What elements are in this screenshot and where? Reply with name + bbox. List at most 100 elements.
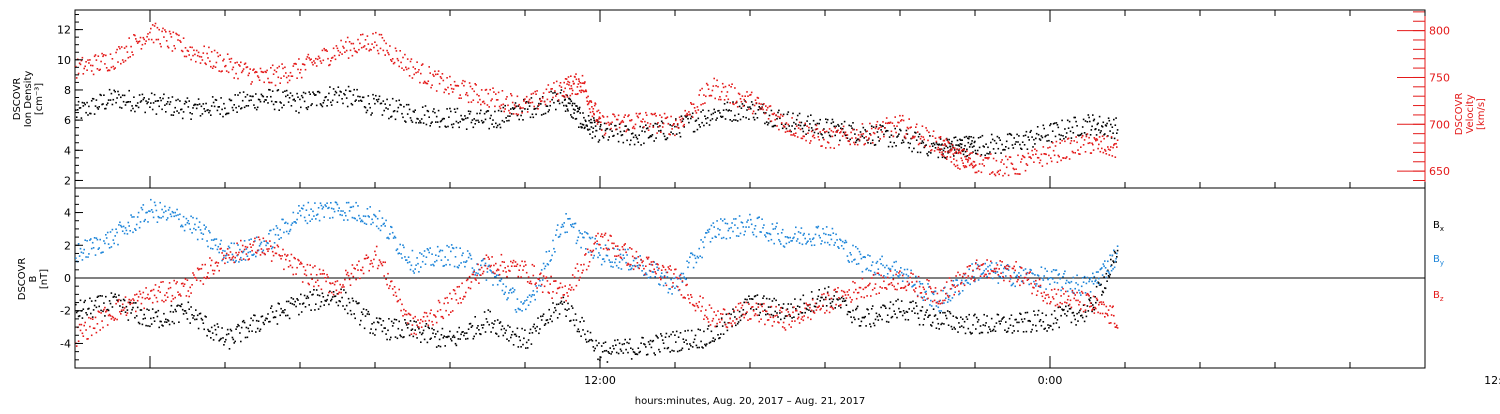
point (166, 103, 168, 105)
point (560, 92, 562, 94)
point (233, 110, 235, 112)
point (735, 102, 737, 104)
point (1047, 147, 1049, 149)
point (497, 125, 499, 127)
point (771, 120, 773, 122)
point (1084, 132, 1086, 134)
point (818, 139, 820, 141)
point (653, 352, 655, 354)
point (92, 316, 94, 318)
point (473, 99, 475, 101)
point (78, 243, 80, 245)
point (384, 54, 386, 56)
point (892, 266, 894, 268)
point (1103, 122, 1105, 124)
point (345, 215, 347, 217)
point (658, 130, 660, 132)
point (291, 224, 293, 226)
point (590, 238, 592, 240)
point (209, 110, 211, 112)
point (460, 334, 462, 336)
point (403, 69, 405, 71)
point (702, 241, 704, 243)
point (1073, 277, 1075, 279)
point (1110, 146, 1112, 148)
point (729, 102, 731, 104)
point (259, 245, 261, 247)
point (750, 308, 752, 310)
point (219, 54, 221, 56)
point (570, 99, 572, 101)
point (203, 52, 205, 54)
point (524, 300, 526, 302)
point (592, 137, 594, 139)
point (989, 329, 991, 331)
point (457, 331, 459, 333)
point (696, 345, 698, 347)
point (1055, 136, 1057, 138)
point (85, 329, 87, 331)
point (337, 101, 339, 103)
point (188, 302, 190, 304)
point (794, 135, 796, 137)
point (854, 133, 856, 135)
point (790, 303, 792, 305)
point (158, 29, 160, 31)
point (243, 91, 245, 93)
point (617, 248, 619, 250)
point (335, 281, 337, 283)
point (404, 256, 406, 258)
point (1063, 309, 1065, 311)
point (698, 94, 700, 96)
point (698, 109, 700, 111)
point (1019, 144, 1021, 146)
point (378, 265, 380, 267)
point (926, 153, 928, 155)
point (803, 303, 805, 305)
point (144, 318, 146, 320)
point (1037, 126, 1039, 128)
point (278, 89, 280, 91)
point (1106, 123, 1108, 125)
point (318, 207, 320, 209)
point (256, 71, 258, 73)
point (280, 77, 282, 79)
point (1033, 281, 1035, 283)
point (713, 78, 715, 80)
point (293, 212, 295, 214)
point (710, 120, 712, 122)
point (917, 313, 919, 315)
point (600, 124, 602, 126)
point (826, 122, 828, 124)
point (431, 121, 433, 123)
point (242, 100, 244, 102)
point (734, 224, 736, 226)
point (459, 121, 461, 123)
point (724, 322, 726, 324)
point (1016, 322, 1018, 324)
point (1074, 152, 1076, 154)
point (399, 244, 401, 246)
point (211, 51, 213, 53)
point (1105, 150, 1107, 152)
point (605, 341, 607, 343)
point (448, 116, 450, 118)
point (250, 99, 252, 101)
point (290, 72, 292, 74)
point (993, 329, 995, 331)
point (762, 227, 764, 229)
point (504, 105, 506, 107)
point (786, 128, 788, 130)
point (607, 255, 609, 257)
point (442, 250, 444, 252)
point (511, 334, 513, 336)
point (631, 268, 633, 270)
point (101, 295, 103, 297)
point (1112, 255, 1114, 257)
point (559, 85, 561, 87)
point (590, 332, 592, 334)
point (541, 114, 543, 116)
point (499, 124, 501, 126)
point (684, 330, 686, 332)
point (1024, 144, 1026, 146)
